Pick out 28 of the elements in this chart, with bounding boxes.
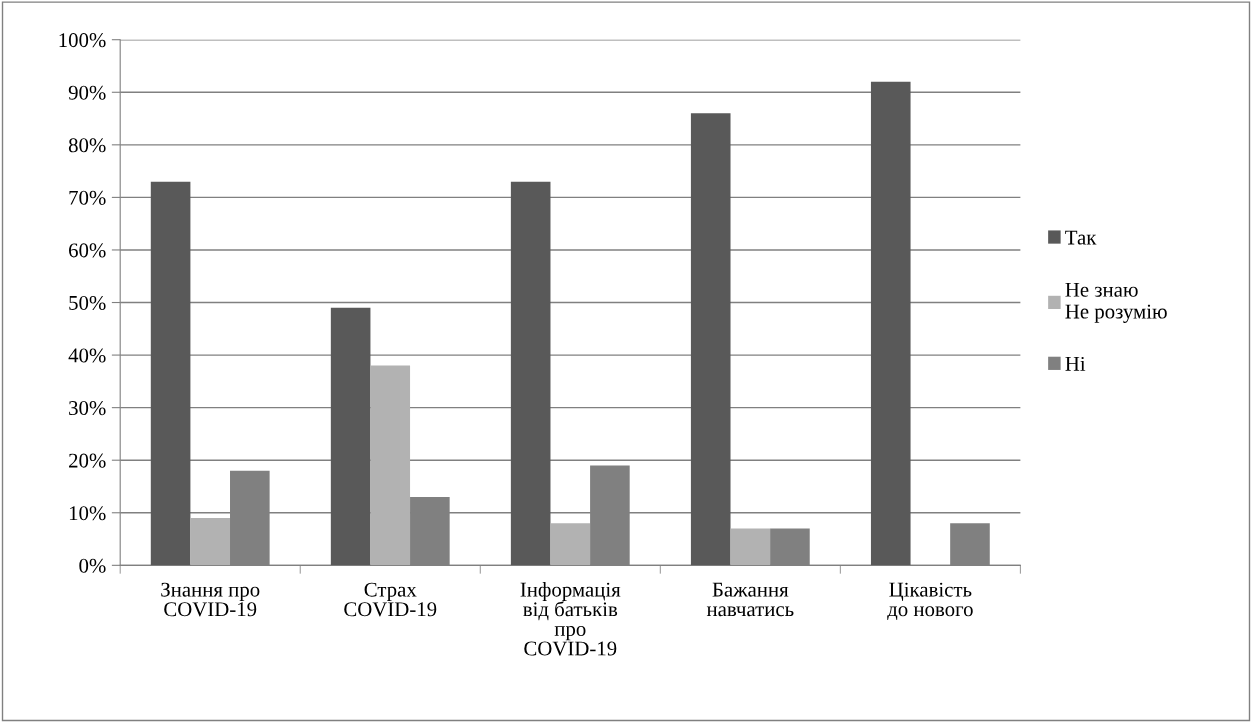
bar (370, 365, 411, 566)
bar (870, 81, 911, 566)
bar (690, 113, 731, 566)
legend-label: Не знаю Не розумію (1065, 282, 1167, 323)
y-tick-label: 50% (69, 295, 106, 311)
y-tick-label: 40% (68, 348, 106, 363)
x-tick-label: Знання про COVID-19 (161, 582, 260, 617)
bar (550, 523, 591, 566)
bar (510, 181, 551, 566)
x-tick-label: Інформація від батьків про COVID-19 (520, 581, 621, 656)
x-tick-label: Цікавість до нового (887, 582, 973, 621)
y-tick-label: 0% (79, 558, 106, 573)
bar (730, 528, 771, 566)
x-tick-label: Бажання навчатись (706, 582, 794, 617)
legend-label: Так (1065, 230, 1097, 245)
y-tick-label: 30% (69, 401, 106, 416)
bar (330, 307, 371, 566)
bar (150, 181, 191, 566)
y-tick-label: 70% (69, 190, 106, 205)
bar (190, 518, 231, 566)
y-tick-label: 60% (69, 243, 106, 258)
x-tick-label: Страх COVID-19 (344, 582, 437, 617)
y-tick-label: 20% (69, 453, 106, 468)
y-tick-label: 90% (68, 85, 106, 100)
legend-label: Ні (1065, 356, 1086, 371)
y-tick-label: 10% (69, 506, 106, 521)
y-tick-label: 80% (68, 138, 106, 153)
y-tick-label: 100% (59, 33, 106, 48)
